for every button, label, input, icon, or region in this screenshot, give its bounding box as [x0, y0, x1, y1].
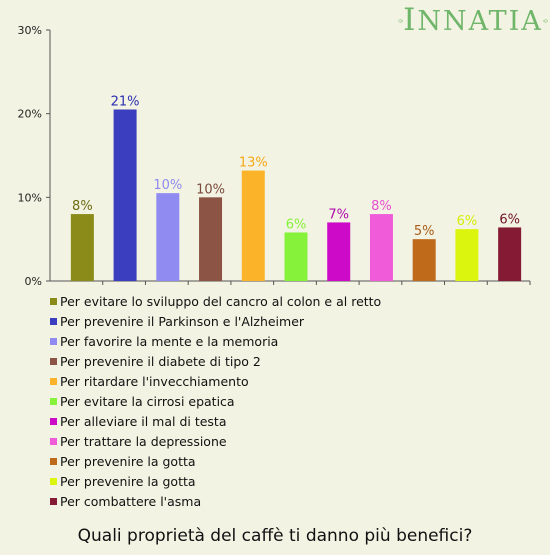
- legend-entry: Per ritardare l'invecchiamento: [60, 374, 249, 389]
- legend-entry: Per combattere l'asma: [60, 494, 201, 509]
- y-tick-label: 10%: [18, 191, 42, 204]
- legend-swatch: [50, 478, 57, 485]
- bar: [156, 193, 180, 281]
- legend-entry: Per prevenire il diabete di tipo 2: [60, 354, 261, 369]
- leaf-ornament-right-icon: [542, 19, 548, 23]
- legend-entry: Per favorire la mente e la memoria: [60, 334, 278, 349]
- legend-swatch: [50, 338, 57, 345]
- legend-swatch: [50, 398, 57, 405]
- legend-entry: Per alleviare il mal di testa: [60, 414, 227, 429]
- bar: [113, 109, 137, 281]
- bar: [70, 214, 94, 281]
- legend-swatch: [50, 438, 57, 445]
- bar: [284, 232, 308, 281]
- bar: [455, 229, 479, 281]
- innatia-logo: INNATIA: [398, 2, 548, 38]
- legend-swatch: [50, 358, 57, 365]
- legend-entry: Per evitare la cirrosi epatica: [60, 394, 235, 409]
- legend-entry: Per trattare la depressione: [60, 434, 227, 449]
- bar: [369, 214, 393, 281]
- logo-text: INNATIA: [403, 2, 543, 38]
- y-tick-label: 0%: [25, 275, 42, 288]
- legend-swatch: [50, 458, 57, 465]
- legend-swatch: [50, 418, 57, 425]
- data-label: 10%: [196, 182, 225, 197]
- bar: [327, 222, 351, 281]
- data-label: 6%: [457, 214, 478, 229]
- leaf-ornament-left-icon: [398, 19, 404, 23]
- data-label: 6%: [499, 212, 520, 227]
- data-label: 21%: [111, 94, 140, 109]
- y-tick-label: 20%: [18, 108, 42, 121]
- legend-entry: Per prevenire la gotta: [60, 474, 196, 489]
- bar: [199, 197, 223, 281]
- data-label: 8%: [72, 199, 93, 214]
- bar: [241, 170, 265, 281]
- data-label: 6%: [286, 217, 307, 232]
- legend-entry: Per evitare lo sviluppo del cancro al co…: [60, 294, 381, 309]
- legend-entry: Per prevenire il Parkinson e l'Alzheimer: [60, 314, 305, 329]
- bar: [412, 239, 436, 281]
- legend-swatch: [50, 498, 57, 505]
- legend-swatch: [50, 378, 57, 385]
- legend-swatch: [50, 318, 57, 325]
- bar-chart: 0% 10% 20% 30% 8% 21% 10% 10% 13% 6% 7% 8% 5% 6% 6% Per…: [18, 24, 531, 509]
- data-label: 13%: [239, 156, 268, 171]
- data-label: 10%: [153, 178, 182, 193]
- legend-entry: Per prevenire la gotta: [60, 454, 196, 469]
- data-label: 5%: [414, 224, 435, 239]
- legend-swatch: [50, 298, 57, 305]
- data-label: 7%: [328, 207, 349, 222]
- bar: [498, 227, 522, 281]
- y-tick-label: 30%: [18, 24, 42, 37]
- chart-question: Quali proprietà del caffè ti danno più b…: [77, 526, 473, 546]
- data-label: 8%: [371, 199, 392, 214]
